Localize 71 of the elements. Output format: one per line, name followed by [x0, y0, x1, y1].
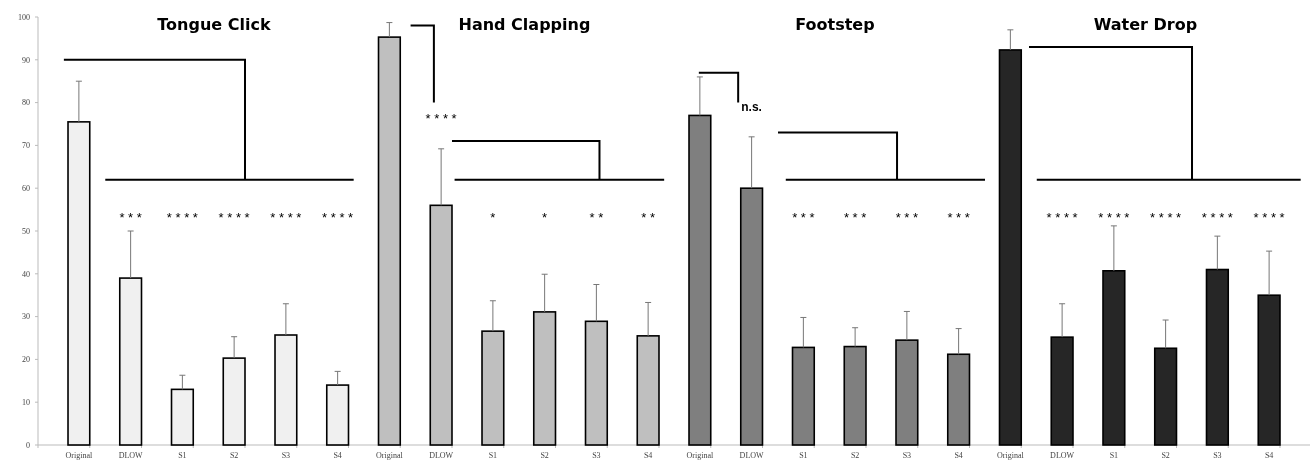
- annotation: * * *: [119, 210, 142, 226]
- y-tick-label: 60: [22, 184, 30, 193]
- annotation: * * * *: [1098, 210, 1130, 226]
- x-tick-label: S3: [592, 451, 601, 460]
- annotation: * * *: [843, 210, 867, 226]
- annotation: * * * *: [1201, 210, 1233, 226]
- annotation: * * * *: [1046, 210, 1078, 226]
- annotation: *: [542, 210, 548, 226]
- y-tick-label: 10: [22, 398, 30, 407]
- y-tick-label: 0: [26, 440, 30, 450]
- x-tick-label: S3: [902, 451, 912, 460]
- x-tick-label: DLOW: [118, 451, 144, 460]
- y-tick-label: 70: [22, 141, 30, 151]
- x-tick-label: S4: [333, 451, 342, 460]
- x-tick-label: DLOW: [739, 451, 765, 460]
- bar: [170, 388, 195, 446]
- annotation: * * *: [895, 210, 919, 226]
- annotation: * * *: [947, 210, 970, 226]
- y-tick-label: 20: [22, 355, 30, 365]
- annotation: * * * *: [218, 210, 250, 226]
- annotation: * * * *: [1253, 210, 1285, 226]
- y-tick-label: 40: [22, 269, 30, 279]
- bar: [325, 384, 350, 446]
- x-tick-label: Original: [376, 451, 404, 460]
- annotation: *: [490, 210, 496, 226]
- annotation: n.s.: [741, 100, 762, 115]
- x-tick-label: Original: [997, 451, 1025, 460]
- x-tick-label: S2: [540, 451, 549, 460]
- y-tick-label: 100: [18, 12, 30, 22]
- x-tick-label: S4: [954, 451, 963, 460]
- y-tick-label: 30: [22, 312, 30, 322]
- bar: [118, 277, 143, 446]
- x-tick-label: S1: [799, 451, 808, 460]
- y-tick-label: 80: [22, 98, 30, 108]
- bar: [998, 49, 1023, 446]
- annotation: * * * *: [322, 210, 354, 226]
- bar: [222, 357, 246, 446]
- x-tick-label: Original: [686, 451, 714, 460]
- annotation: Water Drop: [1093, 14, 1198, 34]
- x-tick-label: S3: [1213, 451, 1222, 460]
- annotation: Footstep: [795, 14, 875, 34]
- bar: [274, 334, 298, 446]
- annotation: * * * *: [425, 111, 457, 127]
- annotation: * * * *: [166, 210, 198, 226]
- bar: [1153, 347, 1178, 446]
- annotation: * * * *: [270, 210, 302, 226]
- annotation: * *: [589, 210, 604, 226]
- annotation: Tongue Click: [157, 14, 271, 34]
- bar: [1205, 268, 1230, 446]
- y-tick-label: 50: [22, 226, 30, 236]
- x-tick-label: S2: [229, 451, 239, 460]
- y-tick-label: 90: [22, 55, 30, 65]
- annotation: * * *: [792, 210, 815, 226]
- x-tick-label: S1: [178, 451, 187, 460]
- x-tick-label: S3: [281, 451, 291, 460]
- annotation: * * * *: [1150, 210, 1182, 226]
- bar: [1257, 294, 1281, 446]
- bar: [67, 121, 91, 446]
- x-tick-label: S1: [1109, 451, 1119, 460]
- x-tick-label: S4: [643, 451, 653, 460]
- x-tick-label: DLOW: [1050, 451, 1075, 460]
- x-tick-label: S2: [1161, 451, 1170, 460]
- bar: [1102, 270, 1126, 446]
- bar: [1050, 336, 1074, 446]
- annotation: * *: [641, 210, 655, 226]
- annotation: Hand Clapping: [458, 14, 591, 34]
- x-tick-label: S1: [488, 451, 498, 460]
- x-tick-label: S4: [1264, 451, 1274, 460]
- x-tick-label: Original: [65, 451, 93, 460]
- x-tick-label: DLOW: [429, 451, 454, 460]
- x-tick-label: S2: [850, 451, 860, 460]
